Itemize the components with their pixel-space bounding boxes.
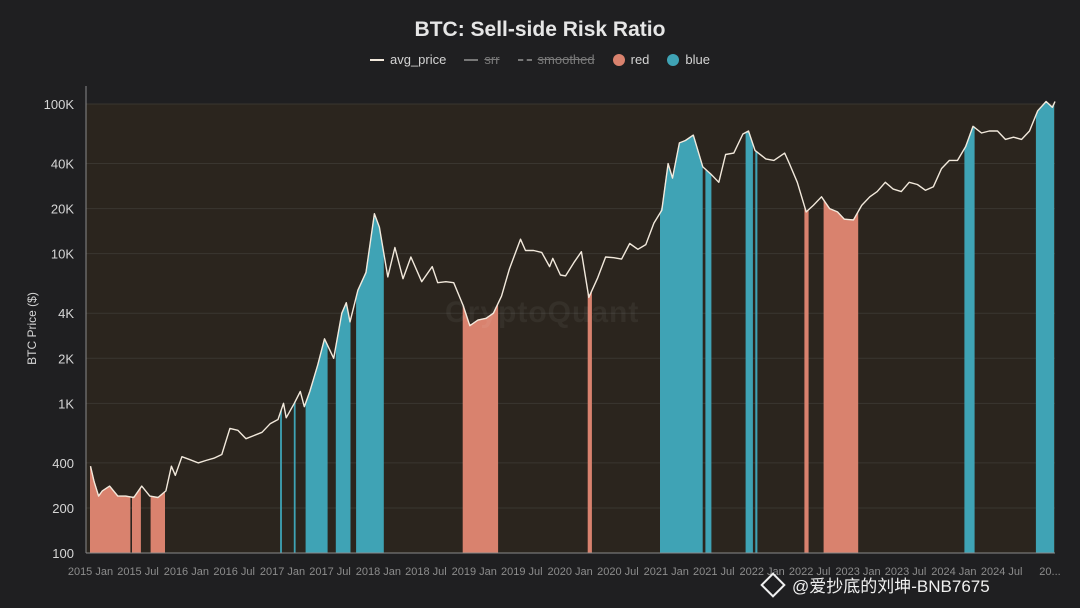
chart-title: BTC: Sell-side Risk Ratio — [414, 18, 666, 41]
blue-band — [660, 135, 703, 554]
legend-label: srr — [484, 52, 500, 67]
y-tick-label: 2K — [58, 351, 74, 366]
legend: avg_price srr smoothed red blue — [0, 52, 1080, 67]
x-tick-label: 2019 Jul — [501, 566, 543, 578]
x-tick-label: 2024 Jul — [981, 566, 1023, 578]
red-band — [823, 198, 859, 554]
x-tick-label: 2023 Jan — [835, 566, 880, 578]
diamond-logo-icon — [760, 571, 786, 598]
legend-label: smoothed — [537, 52, 595, 67]
legend-label: avg_price — [389, 52, 447, 67]
x-tick-label: 2016 Jan — [164, 566, 209, 578]
legend-label: blue — [685, 52, 710, 67]
x-tick-label: 2017 Jul — [309, 566, 351, 578]
author-watermark: @爱抄底的刘坤-BNB7675 — [760, 571, 990, 598]
watermark-text: @爱抄底的刘坤-BNB7675 — [792, 577, 990, 596]
x-tick-label: 2015 Jan — [68, 566, 113, 578]
blue-dot-icon — [667, 53, 680, 66]
legend-item-avg-price[interactable]: avg_price — [369, 52, 447, 67]
red-band — [462, 304, 499, 554]
y-tick-label: 20K — [51, 202, 74, 217]
line-swatch-icon — [369, 58, 384, 61]
legend-item-smoothed[interactable]: smoothed — [517, 52, 595, 67]
blue-band — [964, 126, 975, 554]
x-tick-label: 20... — [1039, 566, 1060, 578]
x-tick-label: 2017 Jan — [260, 566, 305, 578]
x-tick-label: 2015 Jul — [117, 566, 159, 578]
x-tick-label: 2021 Jan — [644, 566, 689, 578]
y-tick-label: 200 — [52, 501, 74, 516]
blue-band — [1035, 100, 1055, 554]
y-tick-label: 400 — [52, 456, 74, 471]
y-tick-label: 100K — [44, 97, 75, 112]
legend-item-srr[interactable]: srr — [464, 52, 500, 67]
y-axis-title: BTC Price ($) — [25, 292, 39, 365]
line-swatch-icon — [464, 58, 479, 61]
blue-band — [280, 409, 282, 554]
legend-item-red[interactable]: red — [612, 52, 650, 67]
x-tick-label: 2019 Jan — [452, 566, 497, 578]
y-tick-label: 1K — [58, 396, 74, 411]
legend-item-blue[interactable]: blue — [667, 52, 710, 67]
x-tick-label: 2021 Jul — [693, 566, 735, 578]
blue-band — [745, 130, 753, 554]
x-tick-label: 2022 Jan — [739, 566, 784, 578]
y-tick-label: 4K — [58, 306, 74, 321]
red-band — [150, 490, 165, 554]
blue-band — [293, 401, 296, 554]
x-tick-label: 2018 Jul — [405, 566, 447, 578]
x-tick-label: 2016 Jul — [213, 566, 255, 578]
blue-band — [335, 301, 351, 554]
x-tick-label: 2018 Jan — [356, 566, 401, 578]
red-band — [804, 207, 809, 554]
x-tick-label: 2022 Jul — [789, 566, 831, 578]
plot-area — [86, 104, 1055, 553]
red-band — [587, 291, 592, 554]
x-tick-label: 2024 Jan — [931, 566, 976, 578]
x-tick-label: 2023 Jul — [885, 566, 927, 578]
dashed-swatch-icon — [517, 58, 532, 61]
x-tick-label: 2020 Jan — [547, 566, 592, 578]
y-tick-label: 100 — [52, 546, 74, 561]
y-tick-label: 40K — [51, 157, 74, 172]
background-watermark: CryptoQuant — [445, 296, 640, 329]
avg-price-line — [89, 100, 1056, 499]
x-tick-label: 2020 Jul — [597, 566, 639, 578]
blue-band — [705, 168, 712, 554]
red-dot-icon — [612, 53, 625, 66]
blue-band — [755, 149, 758, 554]
y-tick-label: 10K — [51, 247, 74, 262]
legend-label: red — [630, 52, 650, 67]
